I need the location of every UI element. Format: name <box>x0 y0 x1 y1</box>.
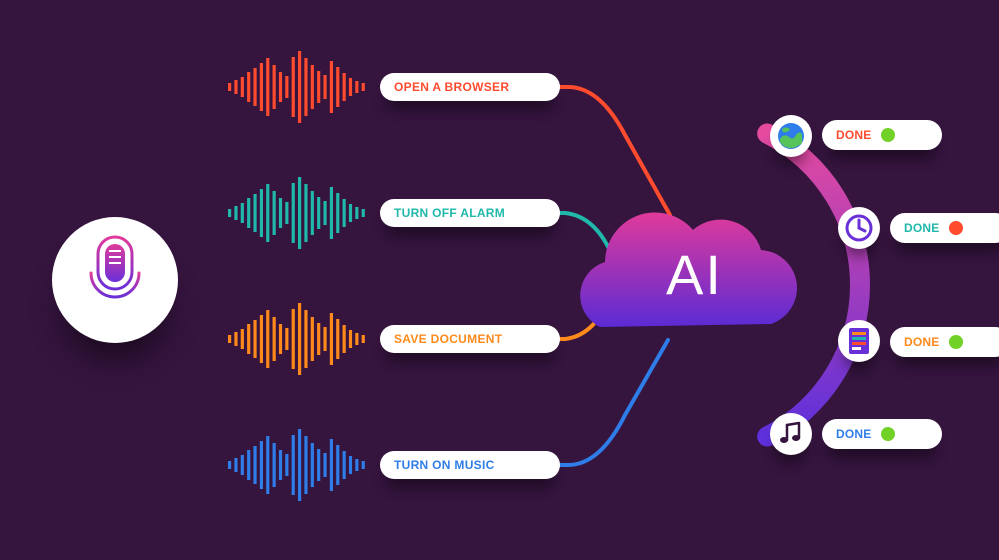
status-dot <box>881 427 895 441</box>
connector-turn-on-music <box>528 340 668 465</box>
microphone-icon <box>80 235 150 325</box>
command-label: TURN ON MUSIC <box>394 458 495 472</box>
done-pill-alarm-done: DONE <box>890 213 999 243</box>
command-pill-save-document: SAVE DOCUMENT <box>380 325 560 353</box>
done-label: DONE <box>836 128 871 142</box>
command-pill-turn-off-alarm: TURN OFF ALARM <box>380 199 560 227</box>
command-pill-open-browser: OPEN A BROWSER <box>380 73 560 101</box>
clock-icon <box>838 207 880 249</box>
status-dot <box>949 221 963 235</box>
diagram-stage: AI OPEN A BROWSER TURN OFF ALARM SAVE DOCU… <box>0 0 999 560</box>
done-label: DONE <box>904 221 939 235</box>
connector-open-browser <box>528 87 670 215</box>
ai-cloud-label: AI <box>666 242 723 307</box>
globe-icon <box>770 115 812 157</box>
status-dot <box>949 335 963 349</box>
done-pill-music-done: DONE <box>822 419 942 449</box>
waveform-open-browser <box>228 47 368 132</box>
music-icon <box>770 413 812 455</box>
status-dot <box>881 128 895 142</box>
done-label: DONE <box>836 427 871 441</box>
command-label: TURN OFF ALARM <box>394 206 505 220</box>
command-label: OPEN A BROWSER <box>394 80 509 94</box>
command-pill-turn-on-music: TURN ON MUSIC <box>380 451 560 479</box>
done-label: DONE <box>904 335 939 349</box>
done-pill-browser-done: DONE <box>822 120 942 150</box>
waveform-save-document <box>228 299 368 384</box>
waveform-turn-off-alarm <box>228 173 368 258</box>
document-icon <box>838 320 880 362</box>
command-label: SAVE DOCUMENT <box>394 332 502 346</box>
waveform-turn-on-music <box>228 425 368 510</box>
microphone <box>52 217 178 343</box>
done-pill-document-done: DONE <box>890 327 999 357</box>
